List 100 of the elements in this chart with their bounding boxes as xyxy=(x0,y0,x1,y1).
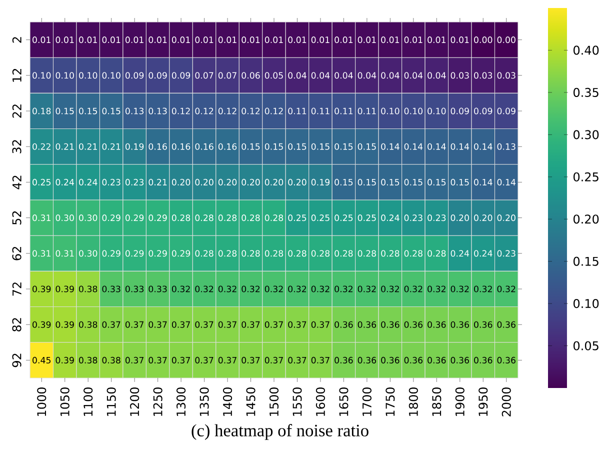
data-label: 0.21 xyxy=(148,178,167,186)
data-label: 0.39 xyxy=(56,286,74,292)
color-bar-label: 0.35 xyxy=(574,88,598,97)
data-label: 0.16 xyxy=(172,143,190,150)
data-label: 0.15 xyxy=(334,143,353,150)
data-label: 0.01 xyxy=(311,36,330,44)
x-tick-label: 1500 xyxy=(269,388,279,416)
data-label: 0.01 xyxy=(125,36,144,44)
data-label: 0.37 xyxy=(172,356,190,364)
data-label: 0.12 xyxy=(242,108,260,114)
x-tick-label: 1750 xyxy=(386,388,395,416)
data-label: 0.28 xyxy=(218,250,237,257)
data-label: 0.00 xyxy=(474,36,492,44)
data-label: 0.15 xyxy=(311,143,330,150)
x-tick-label: 1100 xyxy=(84,388,93,416)
data-label: 0.23 xyxy=(125,178,144,186)
data-label: 0.29 xyxy=(172,250,190,257)
data-label: 0.11 xyxy=(288,108,306,114)
data-label: 0.38 xyxy=(79,356,98,364)
data-label: 0.39 xyxy=(56,356,74,364)
data-label: 0.37 xyxy=(242,321,260,328)
data-label: 0.28 xyxy=(358,250,376,257)
x-tick-label: 1000 xyxy=(37,388,46,416)
data-label: 0.37 xyxy=(242,356,260,364)
data-label: 0.20 xyxy=(450,214,469,222)
data-label: 0.01 xyxy=(381,36,400,44)
data-label: 0.20 xyxy=(242,178,260,186)
data-label: 0.15 xyxy=(102,108,120,114)
data-label: 0.33 xyxy=(102,286,120,292)
color-bar-label: 0.30 xyxy=(574,130,599,140)
data-label: 0.29 xyxy=(125,250,144,257)
data-label: 0.01 xyxy=(32,36,50,44)
data-label: 0.36 xyxy=(381,321,400,328)
data-label: 0.01 xyxy=(172,36,190,44)
data-label: 0.30 xyxy=(56,214,74,222)
x-tick-label: 1200 xyxy=(130,388,140,416)
data-label: 0.37 xyxy=(311,356,330,364)
data-label: 0.09 xyxy=(125,72,144,79)
color-bar-label: 0.10 xyxy=(574,299,599,308)
data-label: 0.37 xyxy=(195,321,214,328)
data-label: 0.15 xyxy=(450,178,469,186)
data-label: 0.38 xyxy=(79,286,98,292)
y-tick-label: 62 xyxy=(12,246,22,260)
data-label: 0.06 xyxy=(242,72,260,79)
color-bar-label: 0.05 xyxy=(574,341,598,350)
x-tick-label: 1850 xyxy=(432,388,442,416)
y-tick-label: 2 xyxy=(12,37,22,43)
data-label: 0.24 xyxy=(450,250,470,257)
data-label: 0.04 xyxy=(428,72,446,79)
data-label: 0.14 xyxy=(474,178,492,186)
x-tick-label: 1450 xyxy=(246,388,256,416)
data-label: 0.04 xyxy=(358,72,376,79)
data-label: 0.03 xyxy=(497,72,516,79)
x-tick-label: 1250 xyxy=(153,388,162,416)
data-label: 0.37 xyxy=(288,321,306,328)
data-label: 0.29 xyxy=(102,214,120,222)
data-label: 0.38 xyxy=(102,356,120,364)
color-bar-label: 0.25 xyxy=(574,172,598,182)
data-label: 0.14 xyxy=(450,143,470,150)
data-label: 0.20 xyxy=(288,178,306,186)
data-label: 0.07 xyxy=(218,72,236,79)
data-label: 0.03 xyxy=(474,72,492,79)
data-label: 0.32 xyxy=(474,286,492,292)
data-label: 0.09 xyxy=(172,72,190,79)
data-label: 0.37 xyxy=(125,321,144,328)
data-label: 0.15 xyxy=(404,178,422,186)
data-label: 0.32 xyxy=(218,286,236,292)
data-label: 0.24 xyxy=(474,250,492,257)
data-label: 0.24 xyxy=(381,214,400,222)
data-label: 0.45 xyxy=(32,356,51,364)
data-label: 0.12 xyxy=(218,108,236,114)
data-label: 0.10 xyxy=(79,72,98,79)
data-label: 0.10 xyxy=(32,72,51,79)
x-tick-label: 1700 xyxy=(362,388,372,416)
data-label: 0.21 xyxy=(79,143,97,150)
data-label: 0.10 xyxy=(56,72,74,79)
data-label: 0.01 xyxy=(450,36,469,44)
data-label: 0.15 xyxy=(242,143,260,150)
data-label: 0.32 xyxy=(497,286,516,292)
data-label: 0.01 xyxy=(242,36,260,44)
data-label: 0.04 xyxy=(404,72,423,79)
data-label: 0.28 xyxy=(242,250,260,257)
data-label: 0.14 xyxy=(404,143,423,150)
data-label: 0.28 xyxy=(195,214,214,222)
data-label: 0.04 xyxy=(381,72,400,79)
data-label: 0.09 xyxy=(450,108,469,114)
data-label: 0.15 xyxy=(428,178,446,186)
data-label: 0.04 xyxy=(334,72,353,79)
data-label: 0.10 xyxy=(102,72,120,79)
data-label: 0.01 xyxy=(218,36,236,44)
data-label: 0.23 xyxy=(497,250,516,257)
data-label: 0.01 xyxy=(288,36,306,44)
x-tick-label: 1900 xyxy=(455,388,464,416)
data-label: 0.09 xyxy=(474,108,492,114)
x-tick-label: 1550 xyxy=(292,388,302,416)
data-label: 0.11 xyxy=(334,108,353,114)
data-label: 0.36 xyxy=(497,356,516,364)
data-label: 0.32 xyxy=(288,286,306,292)
data-label: 0.01 xyxy=(334,36,353,44)
data-label: 0.10 xyxy=(404,108,422,114)
